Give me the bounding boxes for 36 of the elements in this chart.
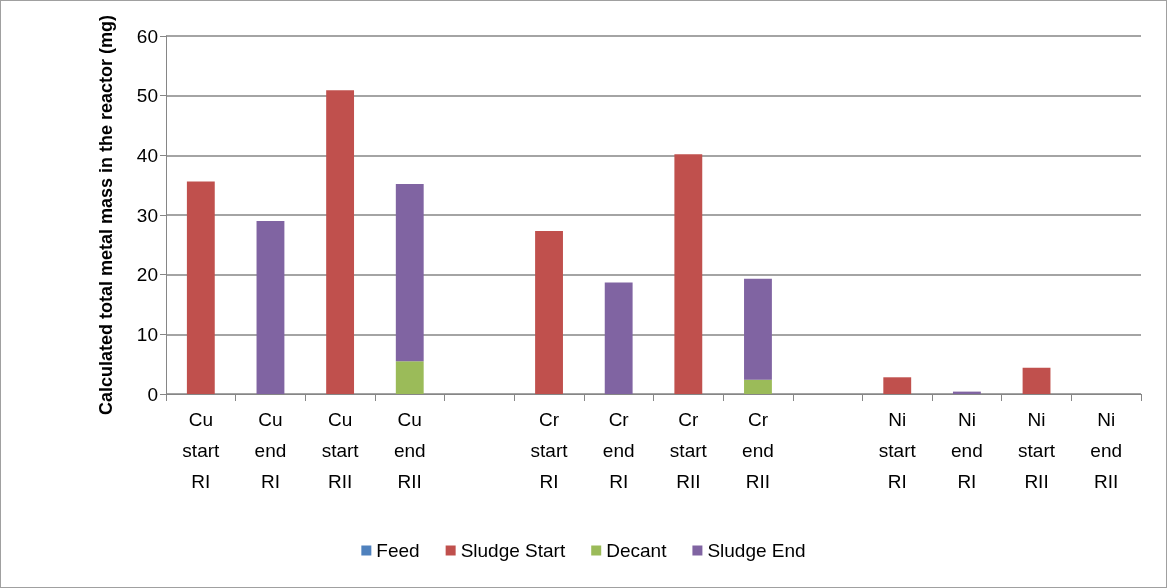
bar <box>395 361 424 394</box>
x-tick-label: Ni start RII <box>1018 409 1056 492</box>
y-tick-label: 10 <box>136 323 158 345</box>
y-tick-label: 40 <box>136 144 158 166</box>
y-tick-label: 50 <box>136 85 158 107</box>
legend-label: Feed <box>376 540 420 561</box>
bar <box>883 377 912 394</box>
y-tick-label: 60 <box>136 25 158 47</box>
bar <box>674 154 703 394</box>
x-tick-label: Cu start RII <box>321 409 360 492</box>
legend-label: Sludge Start <box>460 540 566 561</box>
legend-label: Decant <box>606 540 668 561</box>
x-tick-label: Ni end RI <box>951 409 983 492</box>
x-tick-label: Cr end RII <box>742 409 774 492</box>
x-tick-label: Cu end RII <box>393 409 426 492</box>
bar <box>744 278 772 380</box>
x-tick-label: Cr start RI <box>530 409 569 492</box>
bar <box>395 183 424 362</box>
x-tick-label: Ni start RI <box>878 409 917 492</box>
x-tick-label: Cr end RI <box>602 409 635 492</box>
x-tick-label: Cu end RI <box>254 409 287 492</box>
bar <box>1022 367 1051 394</box>
bar <box>186 181 215 394</box>
x-tick-label: Ni end RII <box>1090 409 1123 492</box>
legend-label: Sludge End <box>707 540 806 561</box>
y-axis-title: Calculated total metal mass in the reactor (mg) <box>96 14 116 416</box>
y-tick-label: 0 <box>147 383 158 405</box>
bar <box>604 282 633 394</box>
x-tick-label: Cr start RII <box>669 409 708 492</box>
bar <box>535 231 563 394</box>
bar <box>744 379 772 394</box>
y-tick-label: 30 <box>136 204 158 226</box>
bar <box>326 90 355 394</box>
x-tick-label: Cu start RI <box>182 409 221 492</box>
bar <box>256 220 285 394</box>
y-tick-label: 20 <box>136 264 158 286</box>
